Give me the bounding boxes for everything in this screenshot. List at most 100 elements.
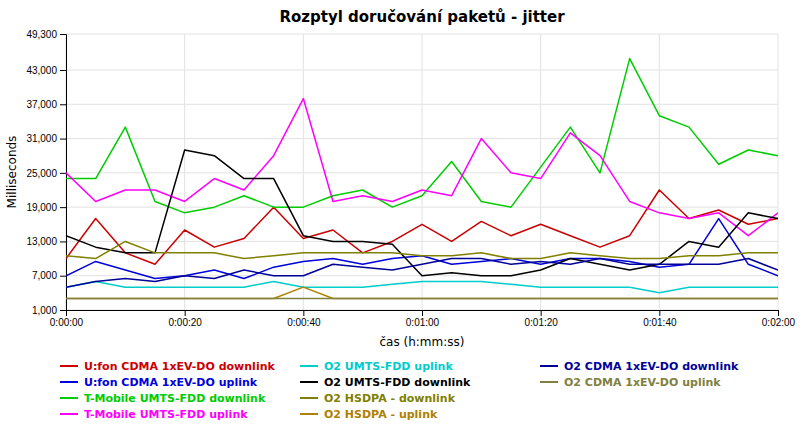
x-axis: 0:00:00 0:00:20 0:00:40 0:01:00 0:01:20 0:01:…: [50, 310, 796, 328]
y-tick-label: 43,000: [26, 65, 57, 76]
y-tick: 37,000: [26, 99, 66, 110]
y-tick: 1,000: [32, 305, 66, 316]
legend-item: T-Mobile UMTS-FDD downlink: [60, 392, 266, 405]
x-tick-mark: [659, 310, 660, 316]
y-axis-line: [60, 35, 67, 311]
legend-swatch: [300, 381, 318, 383]
grid-line-x: [659, 34, 660, 310]
legend-item: U:fon CDMA 1xEV-DO downlink: [60, 360, 275, 373]
y-tick-label: 1,000: [32, 305, 57, 316]
series-line: [66, 99, 778, 236]
y-tick: 43,000: [26, 65, 66, 76]
legend-swatch: [300, 365, 318, 367]
legend-label: O2 CDMA 1xEV-DO uplink: [564, 376, 721, 389]
legend-label: O2 HSDPA - downlink: [324, 392, 456, 405]
legend-item: O2 HSDPA - downlink: [300, 392, 456, 405]
y-tick: 7,000: [32, 270, 66, 281]
y-tick-mark: [60, 70, 66, 71]
x-tick-label: 0:02:00: [762, 317, 796, 328]
y-tick-label: 49,300: [26, 29, 57, 40]
x-tick-label: 0:01:40: [643, 317, 677, 328]
y-tick: 31,000: [26, 133, 66, 144]
series-group: [66, 59, 778, 299]
legend-item: O2 UMTS-FDD downlink: [300, 376, 471, 389]
legend-item: T-Mobile UMTS-FDD uplink: [60, 408, 248, 421]
x-tick-label: 0:00:20: [168, 317, 202, 328]
legend-item: O2 HSDPA - uplink: [300, 408, 438, 421]
y-axis: 1,000 7,000 13,000 19,000 25,000 31,000 37,000…: [26, 29, 66, 316]
legend-item: O2 CDMA 1xEV-DO downlink: [540, 360, 739, 373]
series-line: [66, 281, 778, 292]
y-tick-label: 37,000: [26, 99, 57, 110]
x-tick-label: 0:00:40: [287, 317, 321, 328]
x-tick: 0:00:40: [287, 310, 321, 328]
legend-swatch: [540, 381, 558, 383]
x-tick-label: 0:01:00: [406, 317, 440, 328]
legend-label: U:fon CDMA 1xEV-DO downlink: [84, 360, 275, 373]
series-line: [66, 190, 778, 264]
y-tick-mark: [60, 173, 66, 174]
series-line: [66, 150, 778, 276]
y-tick-mark: [60, 207, 66, 208]
grid-line-x: [303, 34, 304, 310]
x-tick: 0:02:00: [762, 310, 796, 328]
title: Rozptyl doručování paketů - jitter: [279, 8, 565, 26]
x-tick: 0:01:20: [524, 310, 558, 328]
y-tick: 19,000: [26, 202, 66, 213]
y-tick: 13,000: [26, 236, 66, 247]
y-tick-mark: [60, 104, 66, 105]
x-axis-title: čas (h:mm:ss): [380, 335, 465, 349]
y-tick-mark: [60, 310, 66, 311]
chart: 0:00:00 0:00:20 0:00:40 0:01:00 0:01:20 0:01:…: [0, 0, 800, 432]
x-tick: 0:00:20: [168, 310, 202, 328]
series-line: [66, 287, 778, 298]
legend-label: T-Mobile UMTS-FDD downlink: [84, 392, 266, 405]
legend-label: T-Mobile UMTS-FDD uplink: [84, 408, 248, 421]
x-tick-mark: [778, 310, 779, 316]
y-tick: 49,300: [26, 29, 66, 40]
grid-line-x: [184, 34, 185, 310]
x-tick-label: 0:01:20: [524, 317, 558, 328]
y-tick-label: 19,000: [26, 202, 57, 213]
legend-swatch: [60, 397, 78, 399]
x-tick-mark: [185, 310, 186, 316]
legend-item: U:fon CDMA 1xEV-DO uplink: [60, 376, 258, 389]
legend-swatch: [540, 365, 558, 367]
y-tick-mark: [60, 139, 66, 140]
series-line: [66, 298, 778, 300]
y-axis-title: Milliseconds: [5, 136, 19, 209]
legend-label: O2 CDMA 1xEV-DO downlink: [564, 360, 739, 373]
y-tick-mark: [60, 276, 66, 277]
x-axis-line: [67, 311, 779, 317]
grid-line-x: [778, 34, 779, 310]
grid: [66, 34, 778, 310]
legend-swatch: [60, 413, 78, 415]
series-line: [66, 241, 778, 258]
x-tick-mark: [303, 310, 304, 316]
legend-label: O2 HSDPA - uplink: [324, 408, 438, 421]
legend-swatch: [300, 413, 318, 415]
legend-swatch: [300, 397, 318, 399]
x-tick-mark: [422, 310, 423, 316]
series-line: [66, 219, 778, 279]
legend-swatch: [60, 381, 78, 383]
y-tick-label: 31,000: [26, 133, 57, 144]
series-line: [66, 259, 778, 288]
legend-label: U:fon CDMA 1xEV-DO uplink: [84, 376, 258, 389]
x-tick-label: 0:00:00: [50, 317, 84, 328]
x-tick: 0:01:40: [643, 310, 677, 328]
y-tick-label: 13,000: [26, 236, 57, 247]
y-tick-mark: [60, 34, 66, 35]
grid-line-x: [422, 34, 423, 310]
legend-label: O2 UMTS-FDD downlink: [324, 376, 471, 389]
y-tick-mark: [60, 241, 66, 242]
plot: 0:00:00 0:00:20 0:00:40 0:01:00 0:01:20 0:01:…: [26, 29, 795, 328]
y-tick-label: 25,000: [26, 168, 57, 179]
x-tick-mark: [541, 310, 542, 316]
x-tick: 0:01:00: [406, 310, 440, 328]
legend-swatch: [60, 365, 78, 367]
legend-label: O2 UMTS-FDD uplink: [324, 360, 453, 373]
y-tick-label: 7,000: [32, 270, 57, 281]
legend-item: O2 CDMA 1xEV-DO uplink: [540, 376, 721, 389]
y-tick: 25,000: [26, 168, 66, 179]
